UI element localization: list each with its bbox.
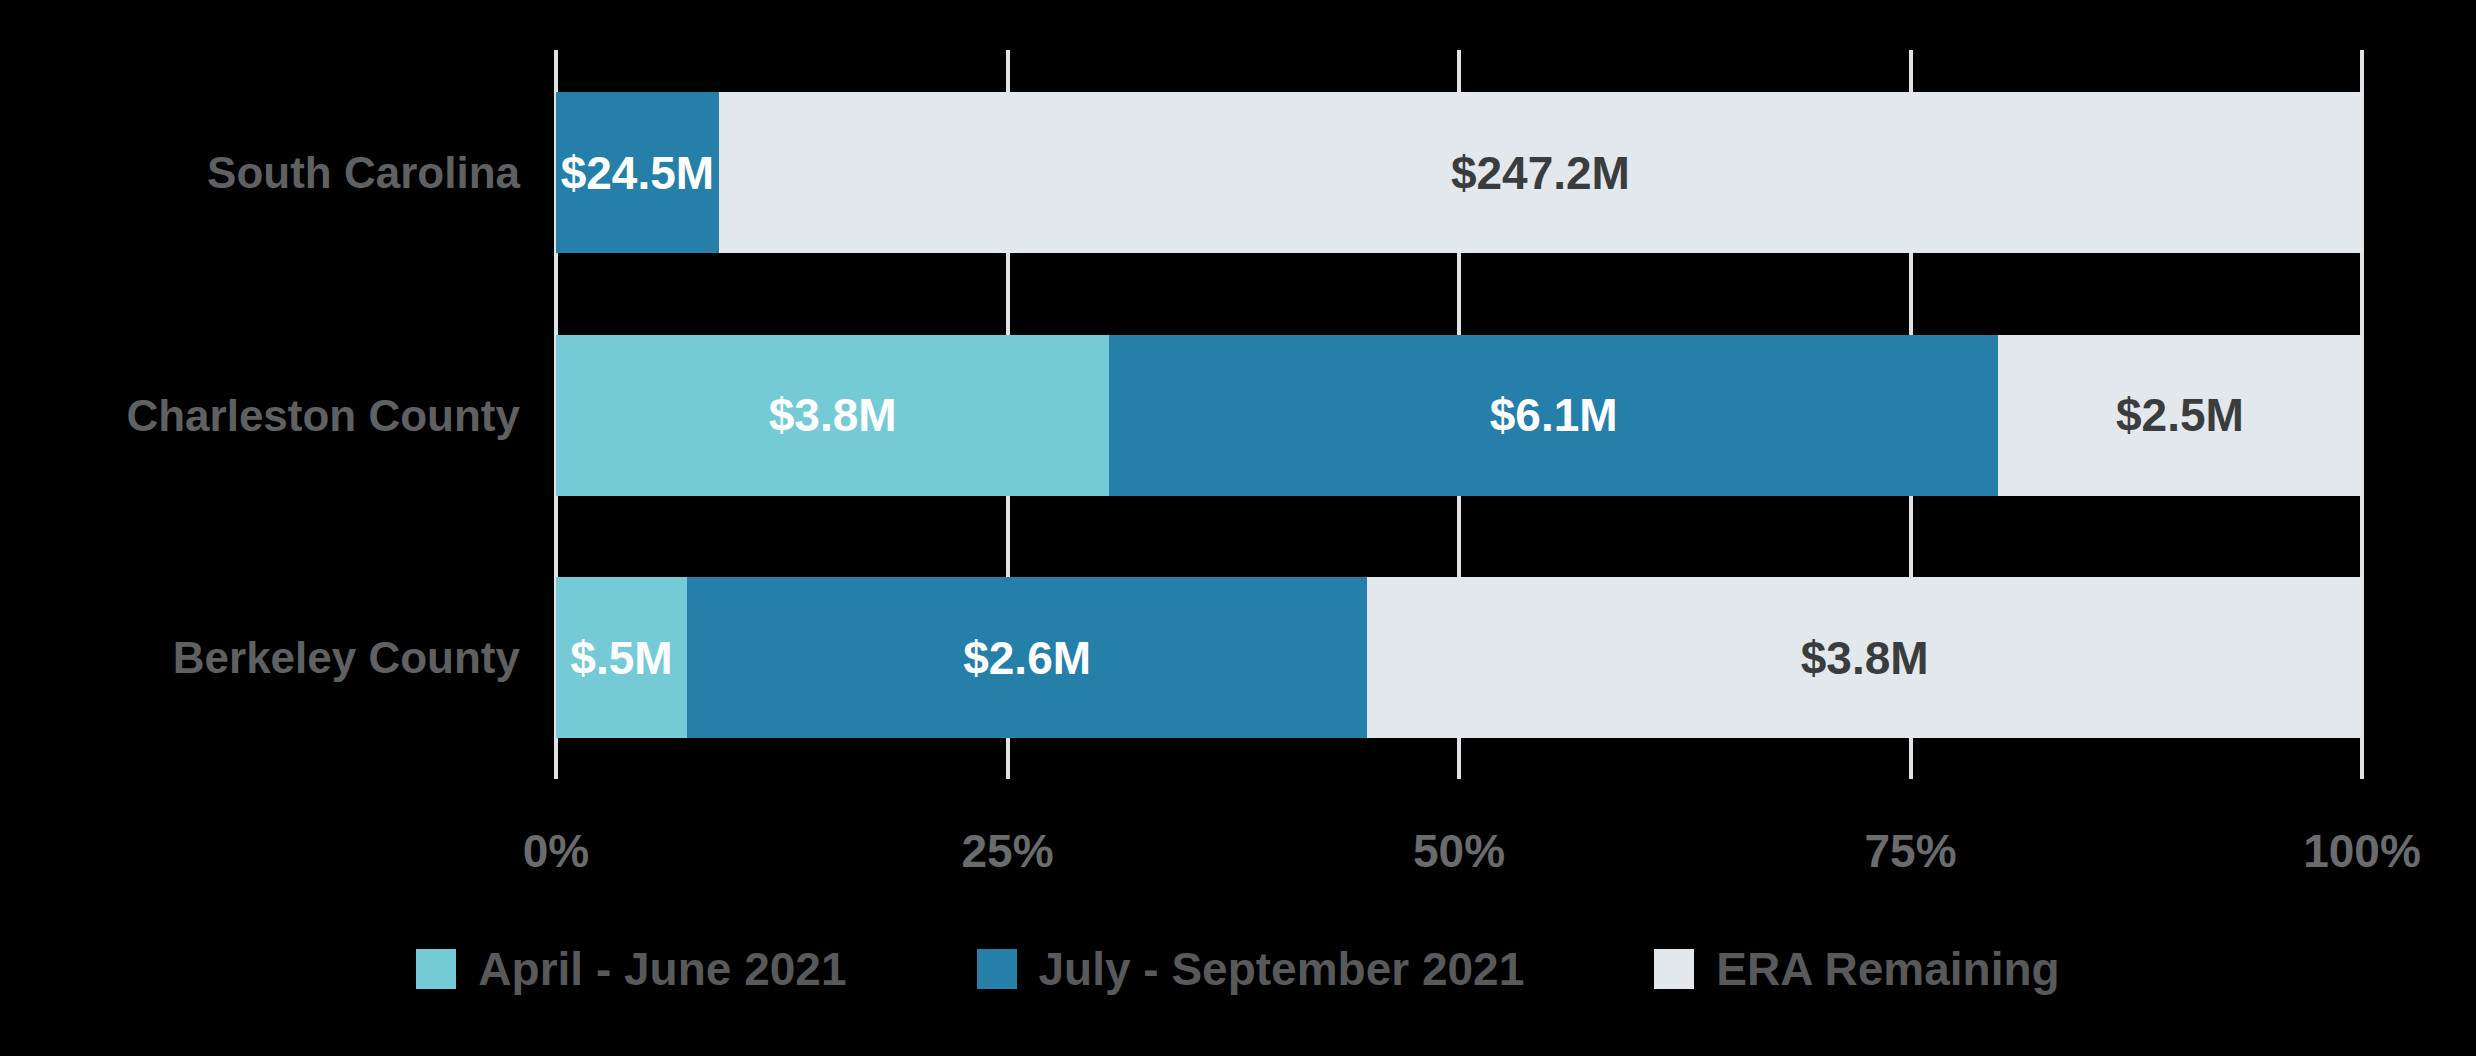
bar-row: Charleston County$3.8M$6.1M$2.5M <box>556 335 2362 496</box>
category-label: South Carolina <box>0 92 520 253</box>
bar-row: South Carolina$24.5M$247.2M <box>556 92 2362 253</box>
bar-segment: $2.5M <box>1998 335 2362 496</box>
legend-label: July - September 2021 <box>1039 942 1525 996</box>
bar-segment: $3.8M <box>556 335 1109 496</box>
bar-segment: $247.2M <box>719 92 2362 253</box>
legend-swatch <box>977 949 1017 989</box>
x-axis: 0%25%50%75%100% <box>556 824 2362 884</box>
bar-value-label: $24.5M <box>561 146 714 200</box>
bar-value-label: $2.6M <box>963 631 1091 685</box>
legend-item: April - June 2021 <box>416 942 846 996</box>
x-axis-tick-label: 50% <box>1413 824 1505 878</box>
category-label: Berkeley County <box>0 577 520 738</box>
legend-label: ERA Remaining <box>1716 942 2059 996</box>
stacked-bar-chart: South Carolina $24.5M $247.2M Charleston Co… <box>0 0 2476 1056</box>
legend-item: July - September 2021 <box>977 942 1525 996</box>
legend-swatch <box>416 949 456 989</box>
bar-value-label: $.5M <box>570 631 672 685</box>
plot-area: South Carolina$24.5M$247.2MCharleston Co… <box>556 50 2362 779</box>
x-axis-tick-label: 75% <box>1864 824 1956 878</box>
bar-value-label: $6.1M <box>1490 388 1618 442</box>
legend-label: April - June 2021 <box>478 942 846 996</box>
bar-value-label: $3.8M <box>769 388 897 442</box>
bar-segment: $3.8M <box>1367 577 2362 738</box>
bar-value-label: $247.2M <box>1451 146 1630 200</box>
x-axis-tick-label: 25% <box>961 824 1053 878</box>
legend-item: ERA Remaining <box>1654 942 2059 996</box>
x-axis-tick-label: 100% <box>2303 824 2421 878</box>
bar-segment: $6.1M <box>1109 335 1997 496</box>
x-axis-tick-label: 0% <box>523 824 589 878</box>
bar-row: Berkeley County$.5M$2.6M$3.8M <box>556 577 2362 738</box>
legend-swatch <box>1654 949 1694 989</box>
bar-segment: $24.5M <box>556 92 719 253</box>
bar-value-label: $2.5M <box>2116 388 2244 442</box>
bar-segment: $2.6M <box>687 577 1368 738</box>
bar-value-label: $3.8M <box>1801 631 1929 685</box>
legend: April - June 2021 July - September 2021 ER… <box>0 942 2476 996</box>
bar-segment: $.5M <box>556 577 687 738</box>
category-label: Charleston County <box>0 335 520 496</box>
